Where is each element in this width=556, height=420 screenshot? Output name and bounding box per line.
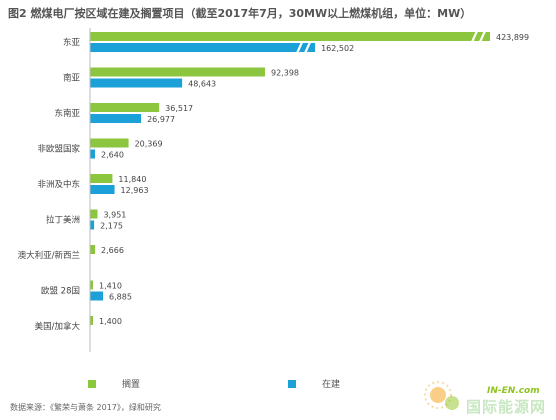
- bar-construction-2: [90, 114, 142, 123]
- chart-title: 图2 燃煤电厂按区域在建及搁置项目（截至2017年7月，30MW以上燃煤机组，单…: [8, 7, 472, 20]
- axis-break-mark-0-1: [304, 41, 312, 54]
- value-label-construction-5: 2,175: [100, 222, 123, 231]
- axis-break-mark-0-0: [470, 30, 479, 43]
- axis-break-mark-0-1: [478, 30, 487, 43]
- watermark-en: IN-EN.com: [487, 386, 540, 396]
- category-label-6: 澳大利亚/新西兰: [18, 250, 80, 261]
- value-label-construction-1: 48,643: [188, 80, 216, 89]
- value-label-shelved-1: 92,398: [271, 69, 299, 78]
- value-label-shelved-4: 11,840: [118, 175, 146, 184]
- category-label-1: 南亚: [63, 73, 81, 84]
- value-label-shelved-8: 1,400: [99, 317, 122, 326]
- category-label-4: 非洲及中东: [37, 179, 80, 190]
- value-label-shelved-7: 1,410: [99, 282, 122, 291]
- legend-swatch-construction: [288, 379, 296, 388]
- category-label-7: 欧盟 28国: [41, 286, 80, 297]
- bar-shelved-0: [90, 32, 490, 41]
- category-label-5: 拉丁美洲: [46, 215, 80, 226]
- watermark-cn: 国际能源网: [466, 398, 547, 416]
- legend-item-construction: 在建: [288, 377, 340, 390]
- bar-shelved-6: [90, 245, 96, 254]
- source-note: 数据来源：《繁荣与萧条 2017》，绿和研究: [10, 403, 161, 412]
- bar-shelved-4: [90, 174, 113, 183]
- category-label-0: 东亚: [63, 37, 81, 48]
- value-label-construction-0: 162,502: [321, 44, 354, 53]
- legend-item-shelved: 搁置: [88, 377, 140, 390]
- legend-label-shelved: 搁置: [122, 380, 141, 390]
- value-label-construction-4: 12,963: [121, 186, 149, 195]
- bar-shelved-2: [90, 103, 160, 112]
- bar-construction-5: [90, 220, 95, 230]
- bar-shelved-1: [90, 67, 265, 77]
- bar-construction-0: [90, 43, 316, 52]
- bar-shelved-7: [90, 280, 93, 290]
- bar-construction-3: [90, 149, 96, 159]
- value-label-shelved-2: 36,517: [165, 104, 193, 113]
- watermark-logo-icon: [424, 381, 459, 410]
- bar-construction-4: [90, 185, 115, 194]
- category-label-2: 东南亚: [54, 108, 80, 119]
- value-label-construction-3: 2,640: [101, 151, 124, 160]
- value-label-shelved-6: 2,666: [101, 246, 124, 255]
- bar-shelved-8: [90, 316, 93, 325]
- value-label-construction-7: 6,885: [109, 293, 132, 302]
- value-label-shelved-5: 3,951: [103, 211, 126, 220]
- axis-break-mark-0-0: [296, 41, 304, 54]
- value-label-shelved-3: 20,369: [135, 140, 163, 149]
- bar-shelved-3: [90, 138, 129, 148]
- bar-construction-1: [90, 78, 183, 88]
- category-label-8: 美国/加拿大: [35, 321, 81, 332]
- value-label-construction-2: 26,977: [147, 115, 175, 124]
- bar-shelved-5: [90, 209, 98, 219]
- category-label-3: 非欧盟国家: [37, 144, 80, 155]
- value-label-shelved-0: 423,899: [496, 33, 529, 42]
- legend-label-construction: 在建: [322, 380, 341, 390]
- legend-swatch-shelved: [88, 379, 96, 388]
- bar-construction-7: [90, 291, 104, 301]
